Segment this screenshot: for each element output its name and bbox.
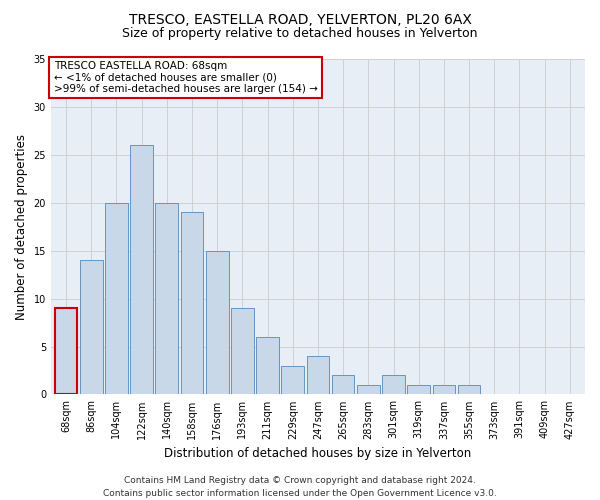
- Text: Contains HM Land Registry data © Crown copyright and database right 2024.
Contai: Contains HM Land Registry data © Crown c…: [103, 476, 497, 498]
- Bar: [458, 385, 481, 394]
- Y-axis label: Number of detached properties: Number of detached properties: [15, 134, 28, 320]
- Bar: [407, 385, 430, 394]
- Bar: [130, 146, 153, 394]
- Bar: [231, 308, 254, 394]
- Bar: [181, 212, 203, 394]
- Text: TRESCO EASTELLA ROAD: 68sqm
← <1% of detached houses are smaller (0)
>99% of sem: TRESCO EASTELLA ROAD: 68sqm ← <1% of det…: [53, 60, 317, 94]
- Bar: [55, 308, 77, 394]
- Bar: [433, 385, 455, 394]
- Bar: [357, 385, 380, 394]
- Bar: [382, 376, 405, 394]
- Text: Size of property relative to detached houses in Yelverton: Size of property relative to detached ho…: [122, 28, 478, 40]
- Bar: [105, 203, 128, 394]
- Bar: [256, 337, 279, 394]
- Bar: [155, 203, 178, 394]
- Bar: [307, 356, 329, 395]
- X-axis label: Distribution of detached houses by size in Yelverton: Distribution of detached houses by size …: [164, 447, 472, 460]
- Bar: [206, 250, 229, 394]
- Bar: [332, 376, 355, 394]
- Bar: [80, 260, 103, 394]
- Text: TRESCO, EASTELLA ROAD, YELVERTON, PL20 6AX: TRESCO, EASTELLA ROAD, YELVERTON, PL20 6…: [128, 12, 472, 26]
- Bar: [281, 366, 304, 394]
